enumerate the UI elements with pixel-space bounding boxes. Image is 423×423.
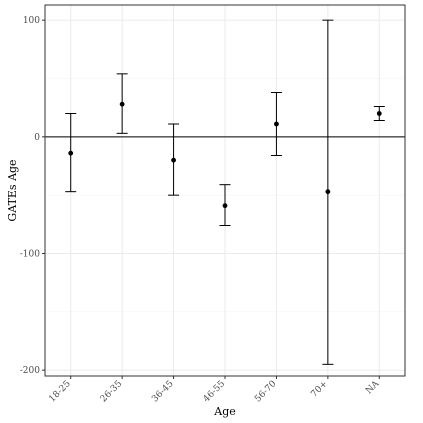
x-axis-title: Age [213,405,236,418]
estimate-point [274,121,279,127]
estimate-point [222,203,228,209]
y-tick-label: -100 [20,250,40,260]
y-tick-label: 100 [23,16,40,26]
estimate-point [68,150,74,156]
y-axis-ticks: -200 -100 0 100 [20,16,45,376]
estimate-point [325,189,331,195]
estimate-point [119,101,125,107]
estimate-point [376,111,382,116]
error-bar-marks [65,19,385,365]
y-tick-label: -200 [20,366,40,376]
y-axis-title: GATEs Age [6,159,19,221]
estimate-point [171,157,176,163]
y-tick-label: 0 [34,133,40,143]
